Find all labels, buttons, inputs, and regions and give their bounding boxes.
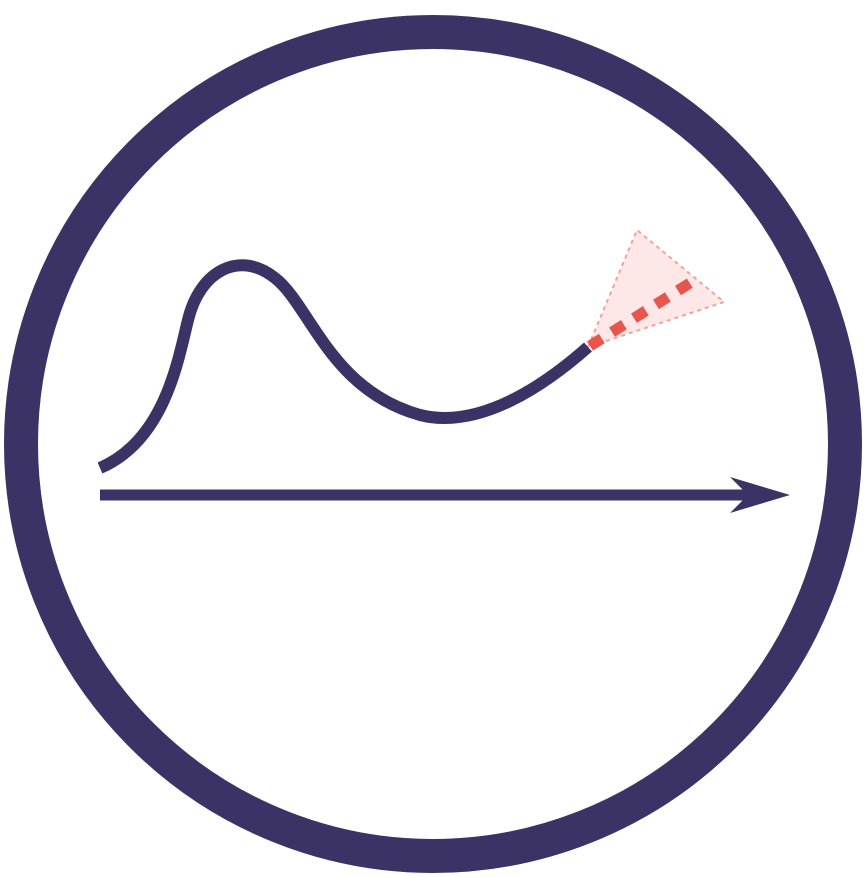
outer-ring xyxy=(4,15,862,873)
forecast-cone xyxy=(586,228,727,349)
data-curve xyxy=(97,259,592,474)
forecast-dotted-line xyxy=(587,278,693,351)
arrowhead-icon xyxy=(730,477,790,513)
